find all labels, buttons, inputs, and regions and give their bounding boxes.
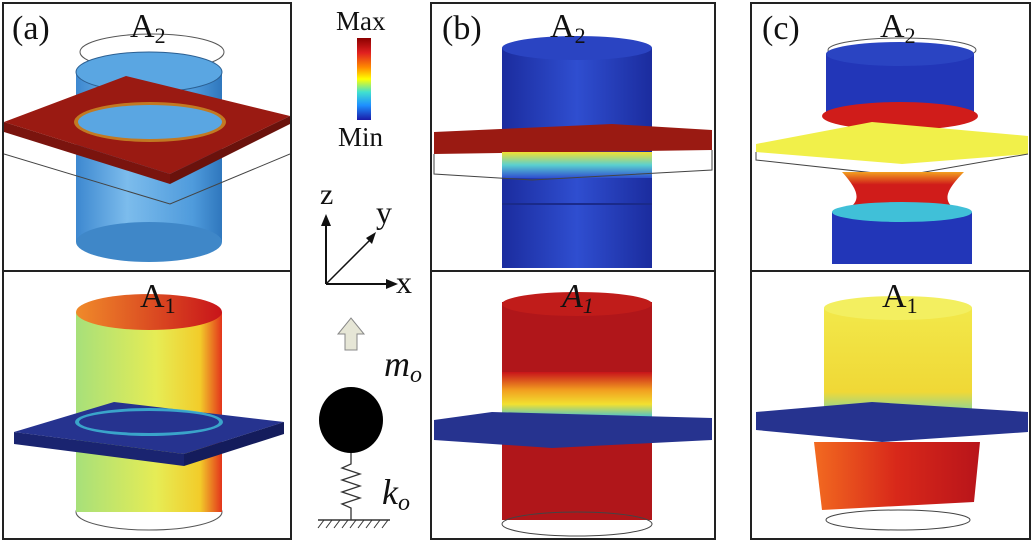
panel-b-top-figure (433, 36, 713, 268)
mode-letter: A (140, 278, 165, 315)
panel-c-tag: (c) (762, 10, 800, 47)
legend-column-figure (317, 38, 398, 529)
panel-c-bottom-figure (756, 296, 1028, 531)
mass-ball (319, 387, 383, 453)
panel-a-bottom: A1 (2, 270, 292, 540)
axis-y-label: y (376, 194, 392, 230)
mode-index: 1 (582, 293, 594, 318)
panel-c-bottom-mode-label: A1 (882, 280, 918, 317)
panel-a-top: (a) A2 (2, 2, 292, 272)
axis-x-label: x (396, 264, 412, 300)
mode-letter: A (130, 8, 155, 45)
mode-index: 1 (906, 293, 918, 318)
mode-index: 2 (154, 23, 166, 48)
panel-a-tag: (a) (12, 10, 50, 47)
colorbar-max-label: Max (336, 6, 386, 36)
mode-letter: A (880, 8, 905, 45)
colorbar-min-label: Min (338, 122, 384, 152)
panel-c-top-figure (755, 37, 1029, 264)
mode-index: 1 (164, 293, 176, 318)
mode-letter: A (882, 278, 907, 315)
panel-b-bottom-mode-label: A1 (562, 280, 594, 317)
panel-b-tag: (b) (442, 10, 482, 47)
panel-a-top-figure (4, 33, 290, 262)
panel-a-bottom-mode-label: A1 (140, 280, 176, 317)
axis-z-label: z (320, 178, 334, 211)
panel-c-bottom: A1 (750, 270, 1031, 540)
panel-c-top-mode-label: A2 (880, 10, 916, 47)
panel-a-bottom-figure (14, 294, 284, 531)
spring-label: ko (382, 474, 410, 515)
legend-column: Max Min z y x mo ko (294, 0, 428, 542)
panel-a-top-mode-label: A2 (130, 10, 166, 47)
panel-c-top: (c) A2 (750, 2, 1031, 272)
spring-subscript: o (397, 490, 410, 516)
panel-b-bottom-figure (434, 292, 712, 537)
mass-label: mo (384, 346, 422, 387)
panel-b-top: (b) A2 (430, 2, 716, 272)
mode-index: 2 (904, 23, 916, 48)
mode-index: 2 (574, 23, 586, 48)
mode-letter: A (550, 8, 575, 45)
panel-b-bottom: A1 (430, 270, 716, 540)
spring-symbol: k (382, 472, 398, 512)
mass-subscript: o (410, 362, 422, 388)
mass-symbol: m (384, 344, 410, 384)
colorbar (357, 38, 371, 120)
panel-b-top-mode-label: A2 (550, 10, 586, 47)
mode-letter: A (562, 278, 583, 315)
